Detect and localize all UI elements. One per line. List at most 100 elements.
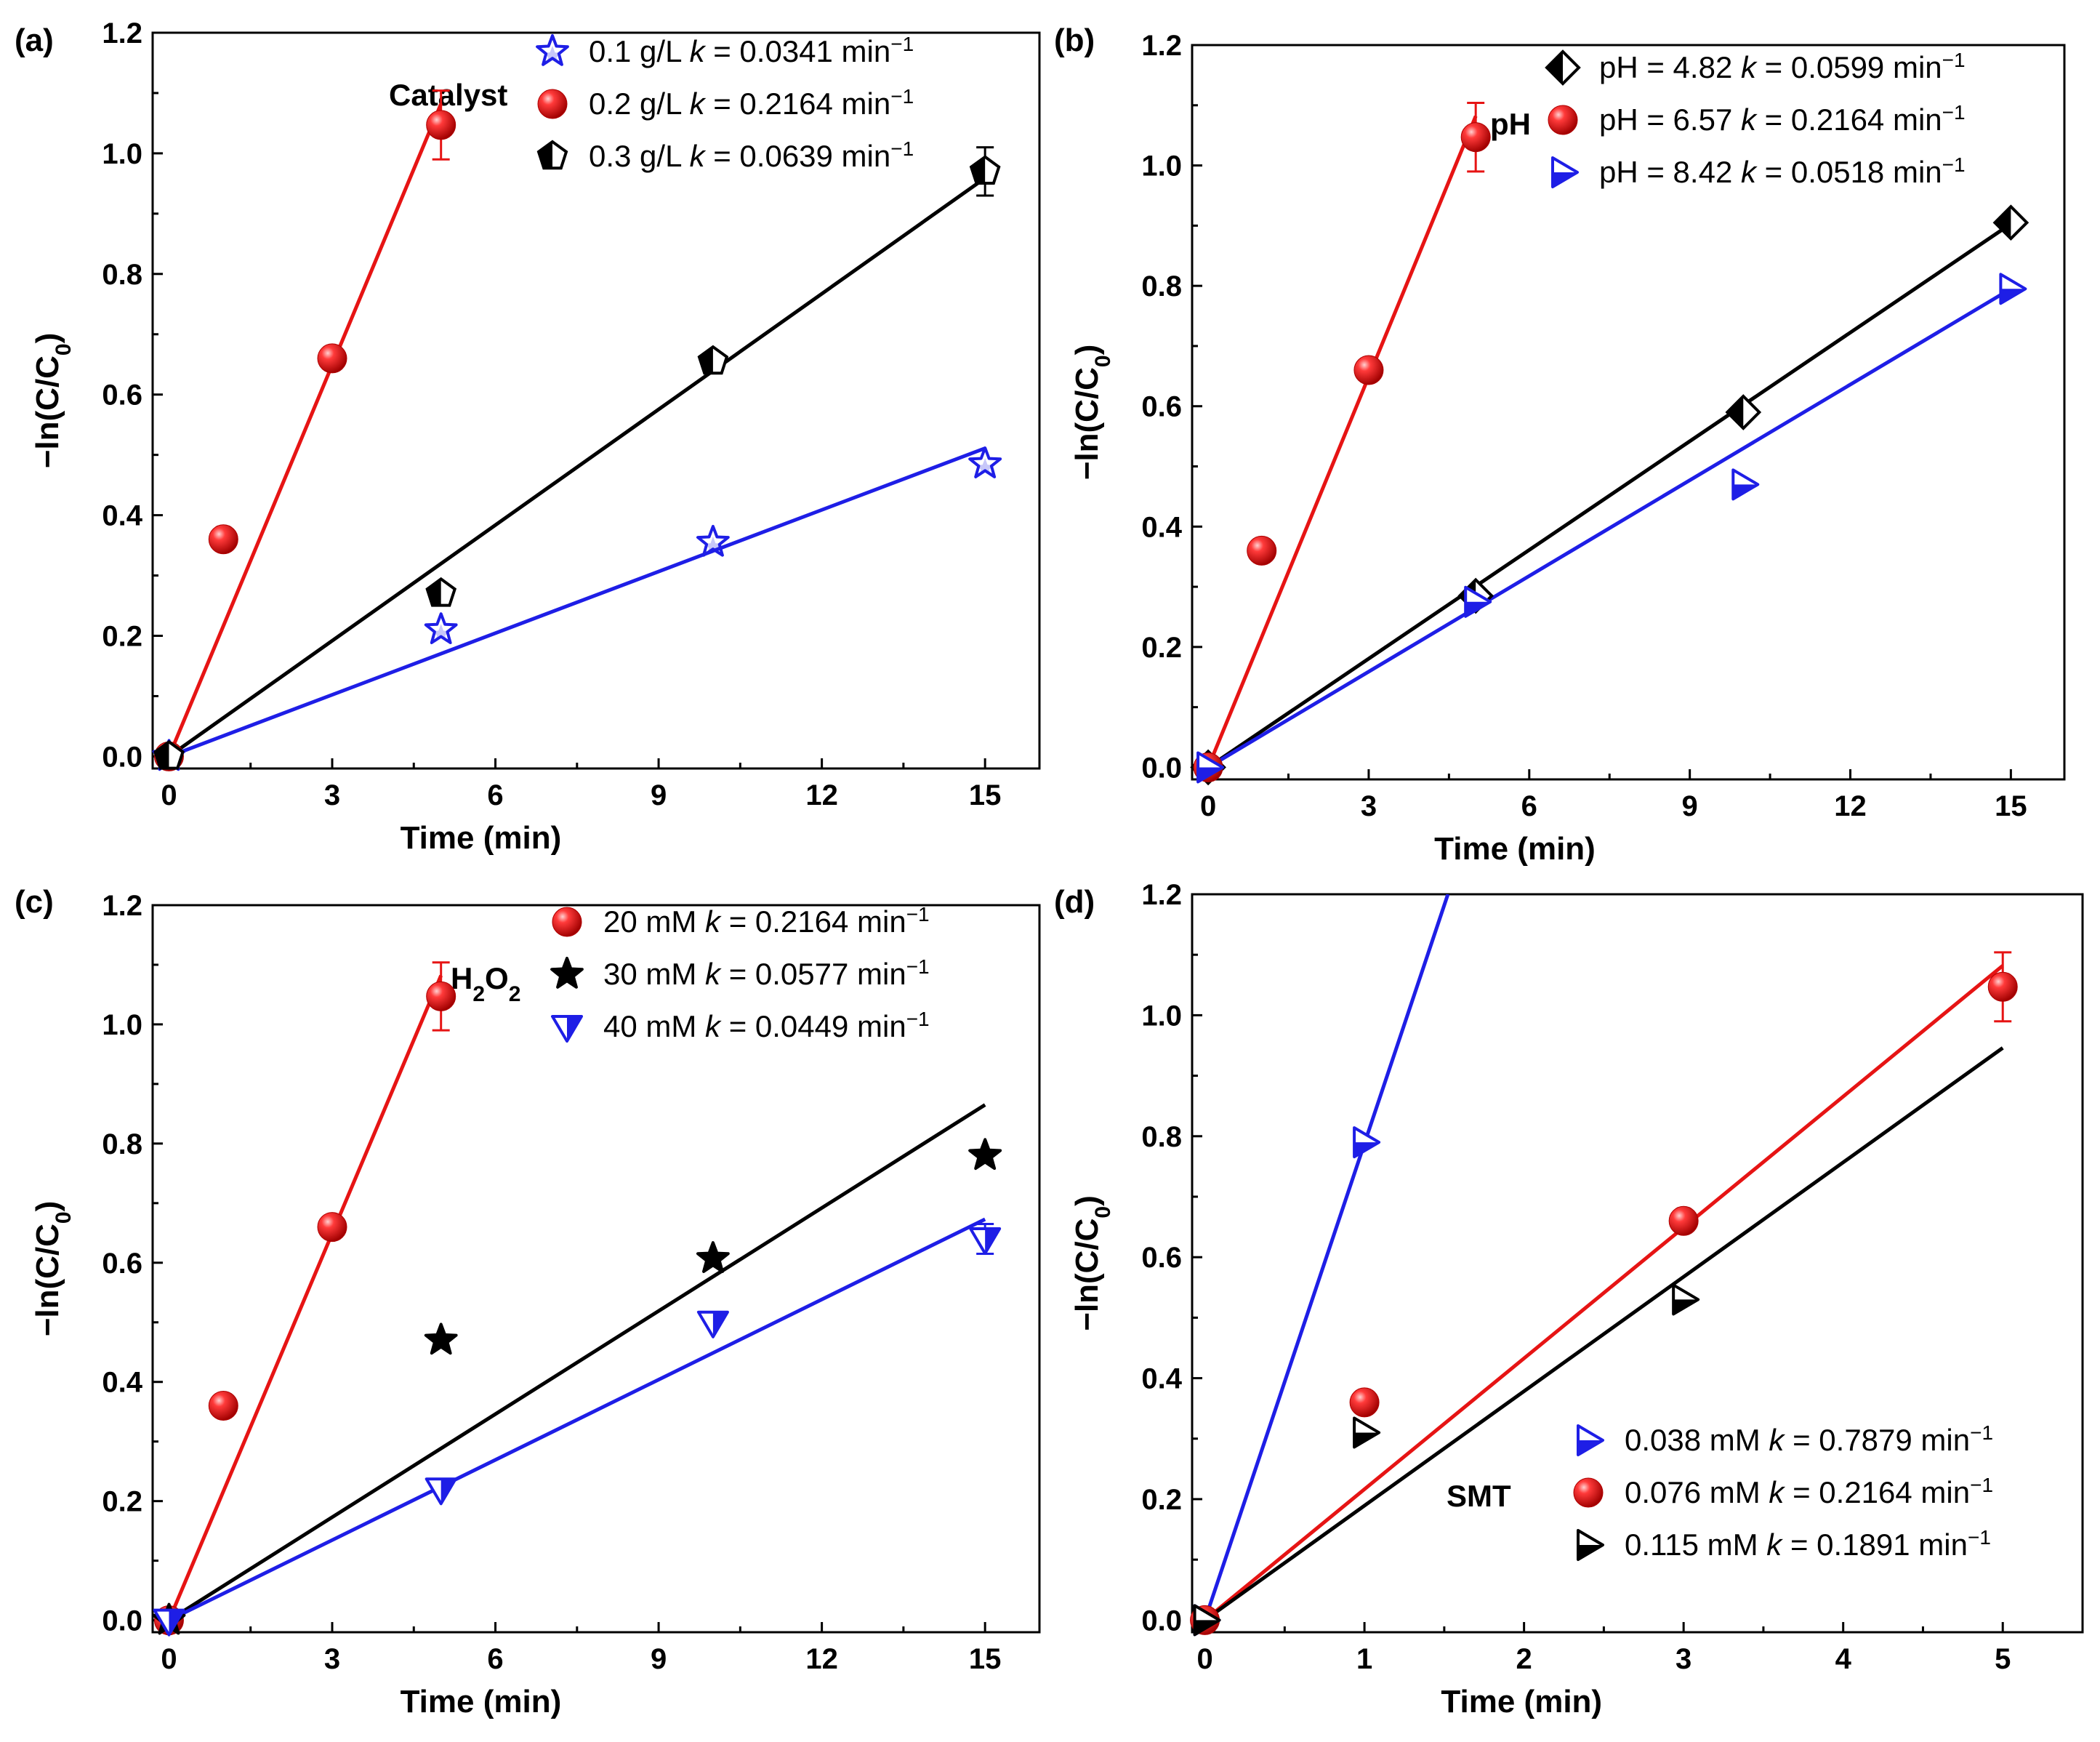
y-tick-label: 1.2 [1141,879,1182,911]
panel-label: (b) [1054,23,1095,58]
legend-entry: 0.076 mM k = 0.2164 min−1 [1625,1474,1993,1510]
x-tick-label: 4 [1835,1643,1852,1675]
y-axis-title: −ln(C/C0) [30,1201,76,1337]
y-tick-label: 0.8 [1141,1121,1182,1153]
data-point [424,612,458,644]
x-tick-label: 9 [1682,790,1698,822]
data-point [968,446,1002,478]
y-tick-label: 1.0 [102,1009,142,1041]
panel-label: (a) [15,23,54,58]
y-tick-label: 1.0 [1141,150,1182,182]
y-tick-label: 0.8 [102,259,142,291]
y-tick-label: 1.0 [102,138,142,170]
x-tick-label: 5 [1995,1643,2011,1675]
x-tick-label: 15 [969,779,1002,811]
plot-frame [1191,893,2084,1634]
data-point [696,524,730,557]
x-tick-label: 3 [324,779,340,811]
plot-frame [1191,44,2066,781]
legend-marker [550,957,584,989]
data-point [424,1322,458,1355]
fit-line [168,1103,986,1622]
legend-marker [1573,1477,1604,1508]
data-point [426,110,456,140]
data-point [1460,122,1491,153]
y-tick-label: 0.6 [1141,1242,1182,1274]
x-tick-label: 0 [1196,1643,1212,1675]
x-axis-title: Time (min) [401,820,562,856]
plot-frame [151,31,1041,770]
legend-entry: 40 mM k = 0.0449 min−1 [603,1008,930,1044]
fit-line [167,103,443,758]
legend-entry: 0.1 g/L k = 0.0341 min−1 [589,33,914,69]
fit-line [1203,964,2004,1622]
legend-marker [1548,105,1578,135]
x-tick-label: 3 [1361,790,1377,822]
data-point [968,1138,1002,1171]
legend-entry: 20 mM k = 0.2164 min−1 [603,903,930,939]
x-tick-label: 15 [1995,790,2027,822]
panel-label: (c) [15,884,54,920]
y-tick-label: 0.4 [102,1367,142,1399]
fit-line [1203,894,1450,1621]
panel-label: (d) [1054,884,1095,920]
y-tick-label: 0.8 [102,1128,142,1160]
fit-line [1207,222,2012,769]
data-point [426,981,456,1011]
x-tick-label: 6 [487,1643,503,1675]
x-tick-label: 6 [487,779,503,811]
group-label: H2O2 [451,961,520,1006]
data-point [696,1241,730,1273]
legend-marker [537,89,568,119]
x-tick-label: 3 [1675,1643,1691,1675]
data-point [1353,355,1384,385]
fit-line [168,446,986,758]
data-point [317,1212,347,1243]
y-tick-label: 0.2 [1141,1484,1182,1516]
panel-c: 0 3 6 9 12 15 0.0 0.2 0.4 0.6 0.8 1.0 1.2 Time (min) −… [15,884,1041,1719]
x-tick-label: 12 [805,1643,838,1675]
y-tick-label: 0.0 [1141,1605,1182,1637]
x-tick-label: 12 [805,779,838,811]
x-tick-label: 12 [1834,790,1867,822]
x-tick-label: 6 [1521,790,1537,822]
x-tick-label: 9 [651,1643,667,1675]
y-tick-label: 0.2 [102,621,142,653]
y-tick-label: 1.2 [1141,30,1182,62]
x-axis-title: Time (min) [1434,831,1596,867]
data-point [208,524,238,555]
plot-frame [151,904,1041,1634]
group-label: SMT [1447,1479,1511,1513]
y-tick-label: 0.4 [1141,511,1182,543]
x-axis-title: Time (min) [1441,1684,1602,1719]
y-axis-title: −ln(C/C0) [1069,345,1115,481]
fit-line [168,176,986,758]
fit-line [167,974,443,1621]
legend-entry: 0.038 mM k = 0.7879 min−1 [1625,1421,1993,1458]
legend-entry: 0.115 mM k = 0.1891 min−1 [1625,1526,1991,1562]
y-tick-label: 0.6 [102,1248,142,1280]
y-tick-label: 1.0 [1141,1000,1182,1032]
x-tick-label: 9 [651,779,667,811]
x-tick-label: 2 [1516,1643,1532,1675]
data-point [1247,535,1277,566]
legend-entry: 30 mM k = 0.0577 min−1 [603,955,930,992]
y-tick-label: 0.6 [1141,391,1182,423]
x-tick-label: 15 [969,1643,1002,1675]
y-tick-label: 0.2 [1141,632,1182,664]
panel-d: 0 1 2 3 4 5 0.0 0.2 0.4 0.6 0.8 1.0 1.2 Time (min) −ln… [1054,879,2084,1719]
data-point [1668,1205,1699,1236]
x-tick-label: 3 [324,1643,340,1675]
panel-a: 0 3 6 9 12 15 0.0 0.2 0.4 0.6 0.8 1.0 1.2 Time (min) −… [15,17,1041,856]
legend-entry: 0.3 g/L k = 0.0639 min−1 [589,137,914,174]
y-tick-label: 0.0 [1141,752,1182,784]
fit-line [1206,115,1478,768]
y-tick-label: 1.2 [102,890,142,922]
y-tick-label: 0.4 [102,500,142,532]
group-label: Catalyst [389,78,507,112]
data-point [1987,971,2018,1002]
data-point [208,1391,238,1421]
legend-marker [552,907,582,937]
fit-line [1207,287,2012,769]
